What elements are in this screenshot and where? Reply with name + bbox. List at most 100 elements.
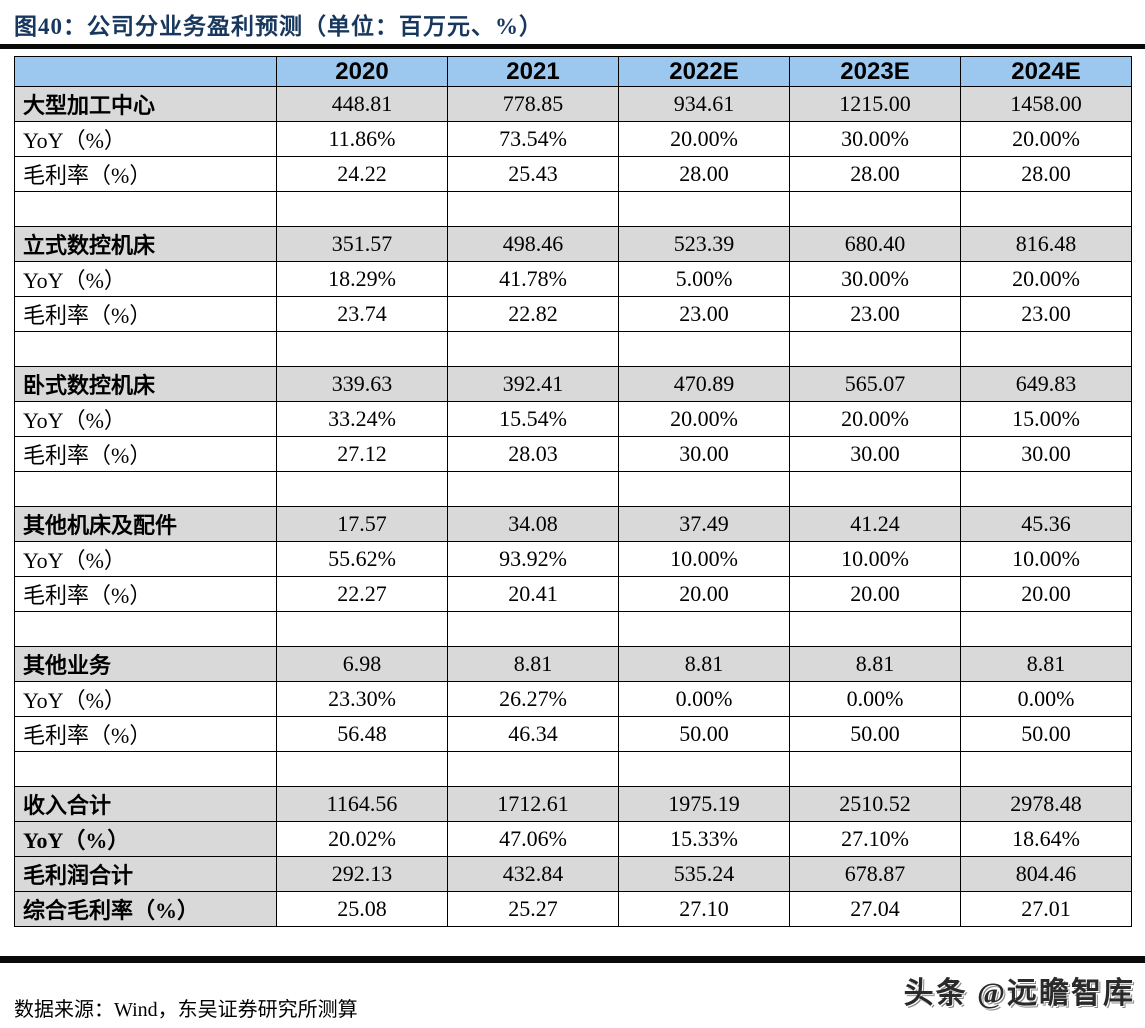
row-label: 毛利率（%） bbox=[14, 576, 277, 612]
value-cell bbox=[789, 331, 961, 367]
value-cell bbox=[789, 191, 961, 227]
value-cell: 565.07 bbox=[789, 366, 961, 402]
bottom-rule bbox=[0, 956, 1145, 963]
value-cell: 73.54% bbox=[447, 121, 619, 157]
data-row: YoY（%） 18.29% 41.78% 5.00% 30.00% 20.00% bbox=[14, 261, 1132, 297]
value-cell: 680.40 bbox=[789, 226, 961, 262]
value-cell: 2510.52 bbox=[789, 786, 961, 822]
value-cell bbox=[447, 751, 619, 787]
value-cell: 11.86% bbox=[276, 121, 448, 157]
value-cell: 41.24 bbox=[789, 506, 961, 542]
value-cell: 25.27 bbox=[447, 891, 619, 927]
value-cell: 339.63 bbox=[276, 366, 448, 402]
value-cell: 25.43 bbox=[447, 156, 619, 192]
row-label: 毛利率（%） bbox=[14, 436, 277, 472]
value-cell: 41.78% bbox=[447, 261, 619, 297]
value-cell: 10.00% bbox=[789, 541, 961, 577]
data-row: 毛利率（%） 56.48 46.34 50.00 50.00 50.00 bbox=[14, 716, 1132, 752]
value-cell: 10.00% bbox=[960, 541, 1132, 577]
value-cell bbox=[960, 191, 1132, 227]
value-cell: 26.27% bbox=[447, 681, 619, 717]
value-cell bbox=[447, 471, 619, 507]
value-cell bbox=[618, 331, 790, 367]
value-cell: 27.10 bbox=[618, 891, 790, 927]
value-cell: 23.00 bbox=[960, 296, 1132, 332]
value-cell: 28.00 bbox=[960, 156, 1132, 192]
value-cell: 33.24% bbox=[276, 401, 448, 437]
corner-cell bbox=[14, 56, 277, 87]
value-cell bbox=[789, 611, 961, 647]
value-cell bbox=[276, 611, 448, 647]
value-cell: 20.00 bbox=[789, 576, 961, 612]
value-cell: 15.00% bbox=[960, 401, 1132, 437]
value-cell: 5.00% bbox=[618, 261, 790, 297]
value-cell: 30.00 bbox=[618, 436, 790, 472]
value-cell bbox=[960, 331, 1132, 367]
value-cell: 22.27 bbox=[276, 576, 448, 612]
value-cell: 1712.61 bbox=[447, 786, 619, 822]
row-label: 收入合计 bbox=[14, 786, 277, 822]
value-cell: 28.03 bbox=[447, 436, 619, 472]
value-cell: 649.83 bbox=[960, 366, 1132, 402]
value-cell: 23.00 bbox=[789, 296, 961, 332]
value-cell: 18.64% bbox=[960, 821, 1132, 857]
value-cell: 20.00% bbox=[618, 121, 790, 157]
year-header: 2023E bbox=[789, 56, 961, 87]
value-cell: 8.81 bbox=[960, 646, 1132, 682]
data-row: YoY（%） 23.30% 26.27% 0.00% 0.00% 0.00% bbox=[14, 681, 1132, 717]
value-cell bbox=[276, 751, 448, 787]
data-row: YoY（%） 11.86% 73.54% 20.00% 30.00% 20.00% bbox=[14, 121, 1132, 157]
value-cell: 18.29% bbox=[276, 261, 448, 297]
row-label: 毛利润合计 bbox=[14, 856, 277, 892]
section-head-row: 立式数控机床 351.57 498.46 523.39 680.40 816.48 bbox=[14, 226, 1132, 262]
row-label: 大型加工中心 bbox=[14, 86, 277, 122]
section-head-row: 卧式数控机床 339.63 392.41 470.89 565.07 649.83 bbox=[14, 366, 1132, 402]
spacer-row bbox=[14, 191, 1132, 227]
data-row: 毛利率（%） 22.27 20.41 20.00 20.00 20.00 bbox=[14, 576, 1132, 612]
value-cell: 6.98 bbox=[276, 646, 448, 682]
value-cell bbox=[960, 611, 1132, 647]
year-header: 2020 bbox=[276, 56, 448, 87]
spacer-row bbox=[14, 471, 1132, 507]
value-cell: 20.02% bbox=[276, 821, 448, 857]
value-cell: 20.00% bbox=[960, 121, 1132, 157]
section-head-row: 其他机床及配件 17.57 34.08 37.49 41.24 45.36 bbox=[14, 506, 1132, 542]
value-cell: 23.00 bbox=[618, 296, 790, 332]
value-cell: 448.81 bbox=[276, 86, 448, 122]
value-cell: 37.49 bbox=[618, 506, 790, 542]
value-cell: 25.08 bbox=[276, 891, 448, 927]
value-cell: 1458.00 bbox=[960, 86, 1132, 122]
forecast-table: 2020 2021 2022E 2023E 2024E 大型加工中心 448.81 778.8… bbox=[14, 56, 1132, 927]
row-label: YoY（%） bbox=[14, 121, 277, 157]
row-label bbox=[14, 471, 277, 507]
row-label: 立式数控机床 bbox=[14, 226, 277, 262]
value-cell: 27.10% bbox=[789, 821, 961, 857]
row-label bbox=[14, 191, 277, 227]
row-label: YoY（%） bbox=[14, 541, 277, 577]
row-label: 毛利率（%） bbox=[14, 716, 277, 752]
value-cell: 20.00 bbox=[960, 576, 1132, 612]
value-cell: 47.06% bbox=[447, 821, 619, 857]
title-rule bbox=[0, 44, 1145, 49]
watermark: 头条 @远瞻智库 bbox=[903, 977, 1135, 1010]
value-cell: 1215.00 bbox=[789, 86, 961, 122]
value-cell: 56.48 bbox=[276, 716, 448, 752]
value-cell: 50.00 bbox=[789, 716, 961, 752]
value-cell: 28.00 bbox=[618, 156, 790, 192]
value-cell: 8.81 bbox=[618, 646, 790, 682]
value-cell: 15.54% bbox=[447, 401, 619, 437]
value-cell: 804.46 bbox=[960, 856, 1132, 892]
total-white-row: 综合毛利率（%） 25.08 25.27 27.10 27.04 27.01 bbox=[14, 891, 1132, 927]
value-cell bbox=[960, 751, 1132, 787]
value-cell: 45.36 bbox=[960, 506, 1132, 542]
value-cell: 351.57 bbox=[276, 226, 448, 262]
value-cell bbox=[276, 471, 448, 507]
value-cell: 23.30% bbox=[276, 681, 448, 717]
value-cell: 523.39 bbox=[618, 226, 790, 262]
value-cell: 30.00% bbox=[789, 261, 961, 297]
total-gray-row: 收入合计 1164.56 1712.61 1975.19 2510.52 2978.48 bbox=[14, 786, 1132, 822]
row-label: YoY（%） bbox=[14, 821, 277, 857]
value-cell bbox=[789, 471, 961, 507]
data-source-note: 数据来源：Wind，东吴证券研究所测算 bbox=[14, 999, 358, 1021]
